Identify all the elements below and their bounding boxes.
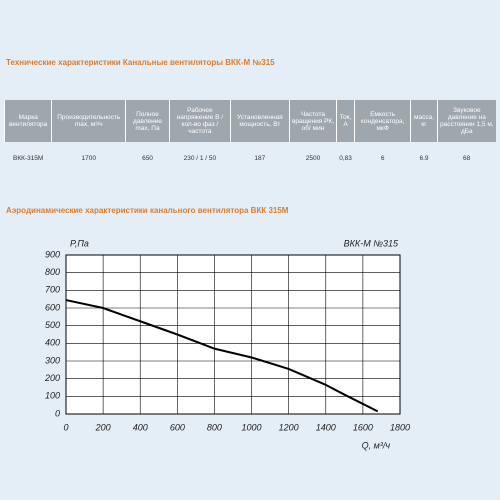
header-cell: масса, кг [410,100,438,142]
cell: 2500 [305,154,321,162]
header-cell: Полное давление max, Па [125,100,170,142]
spec-table: Марка вентилятора Производительность max,… [3,100,497,174]
x-tick-label: 400 [133,422,148,432]
plot-area [65,254,401,415]
header-cell: Частота вращения РК, об/ мин [288,100,337,142]
header-row: Марка вентилятора Производительность max,… [3,100,496,142]
y-tick-label: 700 [45,285,60,295]
header-cell: Установленная мощность, Вт [229,100,290,142]
y-tick-label: 0 [55,408,60,418]
header-cell: Рабочее напряжение В / кол-во фаз / част… [168,100,231,142]
cell: 187 [254,154,266,162]
chart-title: ВКК-М №315 [344,238,399,248]
y-tick-label: 400 [45,338,60,348]
chart: P,Па ВКК-М №315 Q, м³/ч 0 100 200 300 400 500… [44,238,410,450]
cell: 1700 [81,154,96,162]
header-cell: Производительность max, м³/ч [51,100,126,142]
y-tick-label: 900 [45,249,60,259]
cell: 6.9 [419,154,429,162]
header-cell: Марка вентилятора [3,100,52,142]
y-axis-label: P,Па [70,238,89,248]
x-axis-label: Q, м³/ч [362,440,391,450]
x-tick-label: 200 [95,422,111,432]
x-tick-label: 1400 [316,422,336,432]
x-tick-label: 0 [63,422,68,432]
line-series [65,299,379,413]
x-tick-label: 1200 [279,422,299,432]
header-cell: Емкость конденсатора, мкФ [354,100,411,142]
cell: 230 / 1 / 50 [183,154,217,162]
x-tick-label: 1000 [242,422,262,432]
cell: ВКК-315М [13,154,44,162]
cell: 68 [462,154,471,162]
y-tick-label: 500 [45,320,60,330]
header-cell: Звуковое давление на расстоянии 1,5 м, д… [436,100,496,142]
section-title: Аэродинамические характеристики канально… [6,206,289,215]
page-title: Технические характеристики Канальные вен… [6,58,275,67]
data-row: ВКК-315М 1700 650 230 / 1 / 50 187 2500 0,83 6 6… [5,142,497,174]
cell: 650 [142,154,153,162]
cell: 0,83 [339,154,352,162]
x-tick-label: 600 [170,422,185,432]
x-tick-label: 1600 [353,422,373,432]
y-tick-label: 300 [45,355,60,365]
cell: 6 [380,154,385,162]
x-tick-label: 1800 [390,422,410,432]
x-tick-label: 800 [207,422,222,432]
y-tick-label: 100 [45,391,60,401]
y-tick-label: 200 [44,373,60,383]
header-cell: Ток, А [336,100,355,142]
y-tick-label: 800 [45,267,60,277]
y-tick-label: 600 [45,302,60,312]
